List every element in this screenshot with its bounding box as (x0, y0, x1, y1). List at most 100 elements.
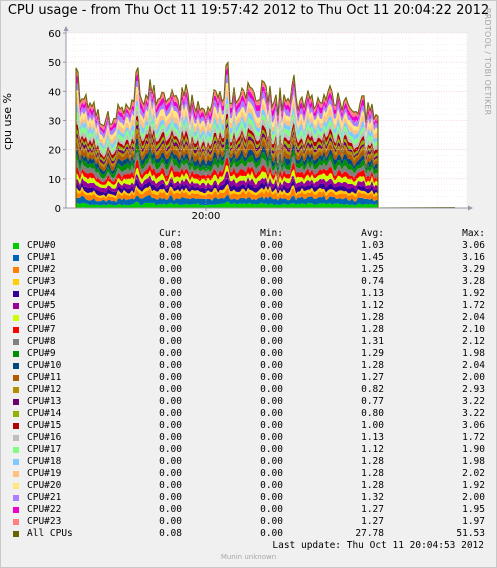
series-area (76, 122, 378, 165)
legend-swatch (13, 483, 19, 489)
legend-max: 2.04 (462, 360, 485, 371)
legend-max: 3.16 (462, 252, 485, 263)
legend-name: CPU#2 (27, 264, 56, 275)
legend-swatch (13, 495, 19, 501)
legend-cur: 0.00 (159, 312, 182, 323)
legend-max: 3.22 (462, 396, 485, 407)
legend-name: CPU#9 (27, 348, 56, 359)
legend-avg: 1.03 (361, 240, 384, 251)
legend-cur: 0.00 (159, 264, 182, 275)
legend-avg: 1.27 (361, 372, 384, 383)
legend-cur: 0.00 (159, 432, 182, 443)
legend-avg: 1.12 (361, 444, 384, 455)
legend-min: 0.00 (260, 300, 283, 311)
legend-min: 0.00 (260, 528, 283, 539)
legend-avg: 1.27 (361, 504, 384, 515)
legend-name: CPU#15 (27, 420, 62, 431)
all-cpus-line (75, 60, 456, 209)
y-tick-label: 10 (48, 175, 61, 186)
legend-max: 2.02 (462, 468, 485, 479)
legend-name: CPU#21 (27, 492, 62, 503)
legend-name: CPU#1 (27, 252, 56, 263)
series-area (76, 103, 378, 155)
legend-min: 0.00 (260, 312, 283, 323)
series-area (76, 194, 378, 206)
legend-header-avg: Avg: (361, 228, 384, 239)
legend-swatch (13, 279, 19, 285)
legend-min: 0.00 (260, 240, 283, 251)
legend-swatch (13, 507, 19, 513)
legend-name: All CPUs (27, 528, 73, 539)
legend-avg: 0.74 (361, 276, 384, 287)
legend-avg: 0.82 (361, 384, 384, 395)
legend-cur: 0.00 (159, 324, 182, 335)
legend-max: 1.92 (462, 480, 485, 491)
legend-row: CPU#12 0.00 0.00 0.82 2.93 (0, 384, 497, 396)
y-tick-label: 30 (48, 117, 61, 128)
legend-cur: 0.00 (159, 468, 182, 479)
legend-cur: 0.00 (159, 252, 182, 263)
legend-name: CPU#12 (27, 384, 62, 395)
legend-max: 3.29 (462, 264, 485, 275)
legend-swatch (13, 387, 19, 393)
legend-cur: 0.00 (159, 492, 182, 503)
legend-name: CPU#10 (27, 360, 62, 371)
legend-name: CPU#11 (27, 372, 62, 383)
legend-min: 0.00 (260, 384, 283, 395)
legend-avg: 1.28 (361, 468, 384, 479)
legend-header-min: Min: (260, 228, 283, 239)
legend-min: 0.00 (260, 480, 283, 491)
series-area (76, 187, 378, 203)
legend-cur: 0.00 (159, 384, 182, 395)
legend-row: CPU#0 0.08 0.00 1.03 3.06 (0, 240, 497, 252)
legend-swatch (13, 315, 19, 321)
legend-row: CPU#9 0.00 0.00 1.29 1.98 (0, 348, 497, 360)
legend-avg: 1.29 (361, 348, 384, 359)
legend-row: CPU#1 0.00 0.00 1.45 3.16 (0, 252, 497, 264)
legend-swatch (13, 267, 19, 273)
legend-row: CPU#4 0.00 0.00 1.13 1.92 (0, 288, 497, 300)
last-update: Last update: Thu Oct 11 20:04:53 2012 (272, 540, 484, 551)
legend-name: CPU#5 (27, 300, 56, 311)
legend-max: 2.10 (462, 324, 485, 335)
plot-area: 0 10 20 30 40 50 60 20:00 (48, 26, 473, 222)
series-area (76, 108, 378, 158)
legend-min: 0.00 (260, 264, 283, 275)
legend-row: CPU#17 0.00 0.00 1.12 1.90 (0, 444, 497, 456)
legend-row: CPU#20 0.00 0.00 1.28 1.92 (0, 480, 497, 492)
legend-avg: 0.77 (361, 396, 384, 407)
legend-max: 1.98 (462, 456, 485, 467)
legend-cur: 0.00 (159, 480, 182, 491)
series-area (76, 178, 378, 197)
legend-swatch (13, 363, 19, 369)
legend-row: CPU#16 0.00 0.00 1.13 1.72 (0, 432, 497, 444)
legend-swatch (13, 291, 19, 297)
legend-swatch (13, 531, 19, 537)
legend-min: 0.00 (260, 456, 283, 467)
legend-cur: 0.00 (159, 372, 182, 383)
legend-max: 2.00 (462, 492, 485, 503)
legend-name: CPU#18 (27, 456, 62, 467)
legend-max: 3.06 (462, 420, 485, 431)
legend-cur: 0.00 (159, 444, 182, 455)
legend-cur: 0.00 (159, 360, 182, 371)
legend-avg: 1.32 (361, 492, 384, 503)
legend-min: 0.00 (260, 492, 283, 503)
legend-min: 0.00 (260, 504, 283, 515)
legend-swatch (13, 519, 19, 525)
legend-row: CPU#8 0.00 0.00 1.31 2.12 (0, 336, 497, 348)
legend-name: CPU#4 (27, 288, 56, 299)
legend-swatch (13, 339, 19, 345)
legend-avg: 1.25 (361, 264, 384, 275)
series-area (76, 117, 378, 163)
legend-max: 51.53 (456, 528, 485, 539)
legend-avg: 1.00 (361, 420, 384, 431)
series-area (76, 129, 378, 172)
y-tick-label: 60 (48, 29, 61, 40)
legend-name: CPU#6 (27, 312, 56, 323)
legend-swatch (13, 327, 19, 333)
legend-cur: 0.08 (159, 240, 182, 251)
y-tick-label: 40 (48, 87, 61, 98)
series-area (76, 171, 378, 193)
x-axis-arrow (468, 205, 473, 211)
